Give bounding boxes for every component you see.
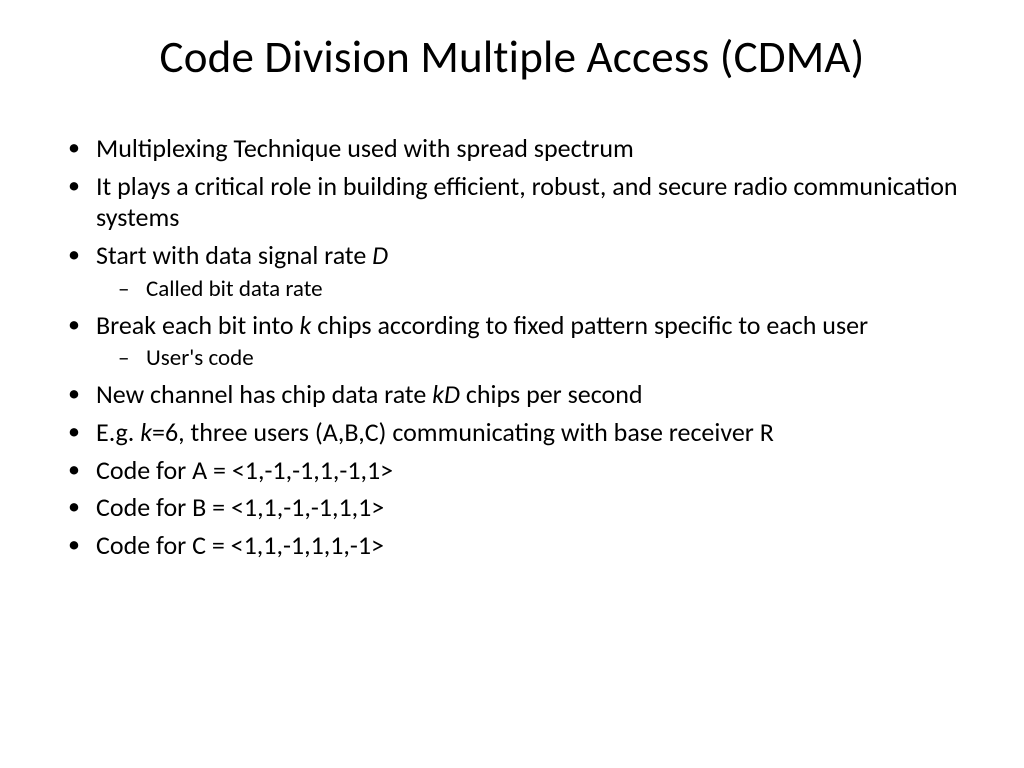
bullet-list: Multiplexing Technique used with spread … (50, 133, 974, 562)
slide-title: Code Division Multiple Access (CDMA) (50, 30, 974, 85)
bullet-text: =6, three users (A,B,C) communicating wi… (152, 416, 774, 448)
bullet-item: Code for A = <1,-1,-1,1,-1,1> (96, 455, 974, 487)
bullet-text-italic: k (140, 416, 152, 448)
bullet-item: Start with data signal rate D Called bit… (96, 240, 974, 303)
bullet-item: Code for C = <1,1,-1,1,1,-1> (96, 530, 974, 562)
sub-bullet-list: User's code (96, 344, 974, 373)
bullet-text: chips according to fixed pattern specifi… (311, 309, 868, 341)
bullet-item: Code for B = <1,1,-1,-1,1,1> (96, 492, 974, 524)
bullet-item: It plays a critical role in building eff… (96, 171, 974, 234)
bullet-text-italic: kD (432, 378, 460, 410)
bullet-text: chips per second (460, 378, 643, 410)
bullet-text: Break each bit into (96, 309, 300, 341)
sub-bullet-item: Called bit data rate (146, 275, 974, 304)
bullet-item: Multiplexing Technique used with spread … (96, 133, 974, 165)
sub-bullet-list: Called bit data rate (96, 275, 974, 304)
sub-bullet-item: User's code (146, 344, 974, 373)
bullet-text-italic: k (300, 309, 312, 341)
bullet-text-italic: D (372, 239, 388, 271)
bullet-text: E.g. (96, 416, 140, 448)
bullet-item: E.g. k=6, three users (A,B,C) communicat… (96, 417, 974, 449)
bullet-item: Break each bit into k chips according to… (96, 310, 974, 373)
bullet-item: New channel has chip data rate kD chips … (96, 379, 974, 411)
bullet-text: New channel has chip data rate (96, 378, 432, 410)
bullet-text: Start with data signal rate (96, 239, 372, 271)
